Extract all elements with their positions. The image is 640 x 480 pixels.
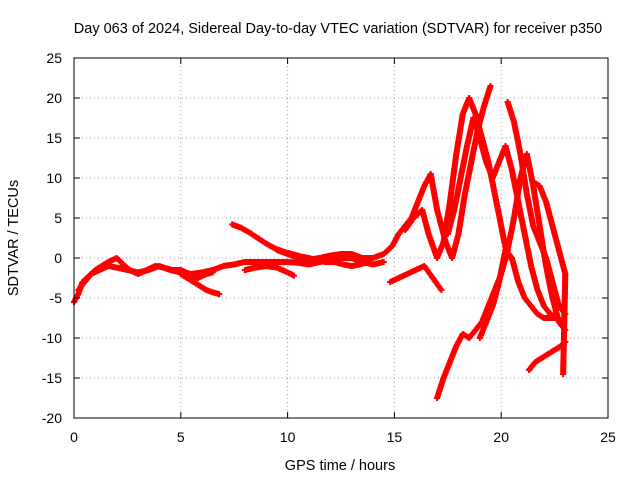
data-point xyxy=(562,339,569,345)
y-tick-label: 20 xyxy=(46,90,62,106)
y-tick-label: -20 xyxy=(42,410,62,426)
x-axis-label: GPS time / hours xyxy=(285,458,395,474)
x-tick-label: 25 xyxy=(600,429,616,445)
series-track-7 xyxy=(387,263,445,293)
chart-title: Day 063 of 2024, Sidereal Day-to-day VTE… xyxy=(74,21,602,37)
y-tick-label: 25 xyxy=(46,50,62,66)
data-point xyxy=(560,371,567,377)
data-points xyxy=(71,83,569,401)
x-tick-label: 15 xyxy=(387,429,403,445)
y-tick-label: -15 xyxy=(42,370,62,386)
y-tick-label: 0 xyxy=(54,250,62,266)
y-tick-label: 5 xyxy=(54,210,62,226)
plot-frame xyxy=(73,57,609,419)
x-tick-label: 5 xyxy=(177,429,185,445)
data-point xyxy=(487,83,494,89)
y-tick-label: 10 xyxy=(46,170,62,186)
series-track-10 xyxy=(444,115,567,325)
data-point xyxy=(380,259,387,265)
series-track-14 xyxy=(526,339,569,373)
y-tick-label: -5 xyxy=(50,290,63,306)
series-track-3 xyxy=(177,271,223,297)
data-point xyxy=(216,291,223,297)
axis-ticks: 0 5 10 15 20 25 -20 -15 -10 -5 0 5 10 15 20 25 xyxy=(42,50,616,445)
x-tick-label: 0 xyxy=(70,429,78,445)
series-track-2 xyxy=(75,255,387,293)
x-tick-label: 20 xyxy=(493,429,509,445)
data-point xyxy=(438,287,445,293)
series-track-11 xyxy=(476,247,567,341)
series-track-13 xyxy=(530,179,569,377)
x-tick-label: 10 xyxy=(280,429,296,445)
y-tick-label: 15 xyxy=(46,130,62,146)
y-tick-label: -10 xyxy=(42,330,62,346)
series-track-5 xyxy=(241,263,297,279)
data-point xyxy=(291,272,297,279)
y-axis-label: SDTVAR / TECUs xyxy=(6,180,22,296)
